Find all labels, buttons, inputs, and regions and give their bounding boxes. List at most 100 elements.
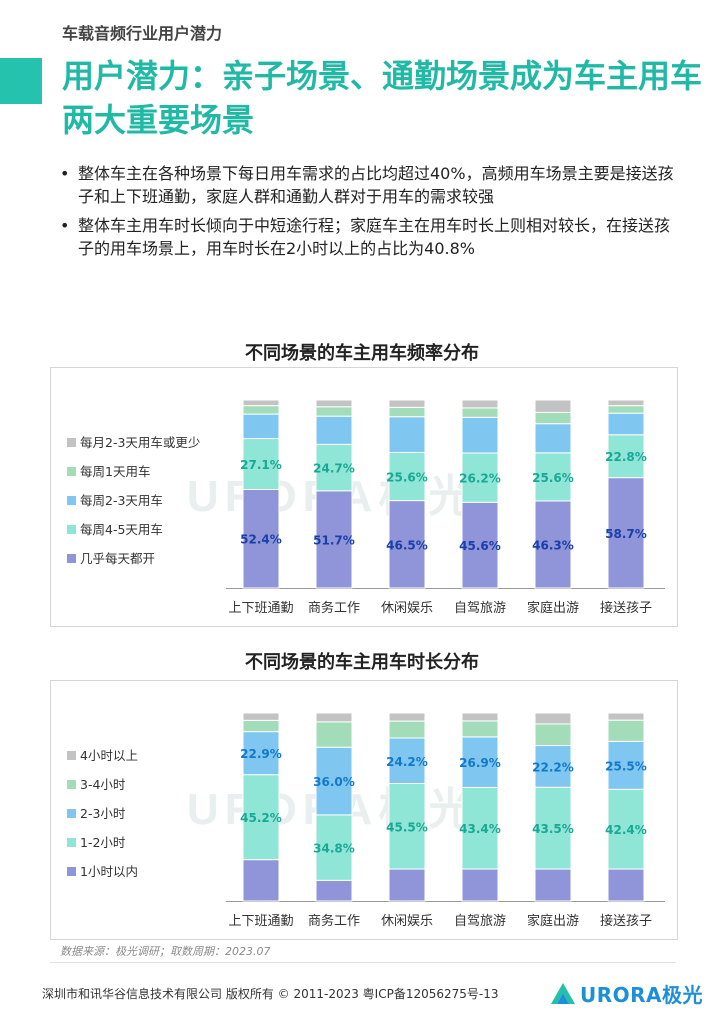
bar-segment bbox=[242, 719, 280, 733]
legend-label: 每月2-3天用车或更少 bbox=[80, 435, 200, 450]
chart-title-frequency: 不同场景的车主用车频率分布 bbox=[245, 343, 479, 364]
data-label: 46.5% bbox=[386, 538, 428, 552]
legend-label: 3-4小时 bbox=[80, 777, 126, 792]
category-label: 商务工作 bbox=[308, 600, 360, 616]
bar-segment bbox=[607, 719, 645, 742]
data-label: 43.5% bbox=[532, 822, 574, 836]
legend-swatch bbox=[67, 525, 76, 534]
bar-segment bbox=[461, 736, 499, 788]
legend-swatch bbox=[67, 751, 76, 760]
chart-duration: URORA极光4小时以上3-4小时2-3小时1-2小时1小时以内45.2%22.… bbox=[50, 680, 678, 940]
bar-segment bbox=[388, 399, 426, 408]
title-accent-bar bbox=[0, 58, 42, 104]
data-label: 26.2% bbox=[459, 472, 501, 486]
data-label: 34.8% bbox=[313, 842, 355, 856]
bar-segment bbox=[534, 411, 572, 425]
legend-label: 几乎每天都开 bbox=[80, 551, 155, 566]
bar-segment bbox=[388, 737, 426, 784]
bar-segment bbox=[607, 868, 645, 902]
data-label: 42.4% bbox=[605, 823, 647, 837]
category-label: 商务工作 bbox=[308, 913, 360, 929]
data-label: 46.3% bbox=[532, 538, 574, 552]
category-label: 接送孩子 bbox=[600, 913, 652, 929]
category-label: 家庭出游 bbox=[527, 600, 579, 616]
bar-segment bbox=[534, 723, 572, 747]
bar-segment bbox=[461, 407, 499, 418]
data-label: 26.9% bbox=[459, 756, 501, 770]
bar-segment bbox=[388, 416, 426, 453]
data-source-note: 数据来源：极光调研；取数周期：2023.07 bbox=[60, 945, 271, 958]
legend-swatch bbox=[67, 438, 76, 447]
chart-title-duration: 不同场景的车主用车时长分布 bbox=[245, 652, 479, 673]
category-label: 休闲娱乐 bbox=[381, 914, 433, 929]
footer-copyright: 深圳市和讯华谷信息技术有限公司 版权所有 © 2011-2023 粤ICP备12… bbox=[42, 987, 499, 1001]
bar-segment bbox=[388, 783, 426, 870]
data-label: 25.6% bbox=[532, 471, 574, 485]
bar-segment bbox=[242, 774, 280, 861]
legend-label: 4小时以上 bbox=[80, 748, 138, 763]
bar-segment bbox=[607, 412, 645, 436]
data-label: 45.5% bbox=[386, 820, 428, 834]
bar-segment bbox=[534, 868, 572, 902]
data-label: 36.0% bbox=[313, 775, 355, 789]
bar-segment bbox=[315, 721, 353, 748]
footer-divider bbox=[50, 962, 676, 963]
legend-label: 每周4-5天用车 bbox=[80, 522, 163, 537]
bar-segment bbox=[242, 859, 280, 902]
bar-segment bbox=[315, 399, 353, 408]
bar-segment bbox=[461, 786, 499, 870]
bar-segment bbox=[242, 399, 280, 407]
chart-frequency-svg: URORA极光每月2-3天用车或更少每周1天用车每周2-3天用车每周4-5天用车… bbox=[67, 399, 665, 616]
bar-segment bbox=[315, 415, 353, 445]
bar-segment bbox=[388, 720, 426, 739]
category-label: 家庭出游 bbox=[527, 913, 579, 929]
bar-segment bbox=[242, 712, 280, 721]
category-label: 休闲娱乐 bbox=[381, 601, 433, 616]
legend-label: 每周2-3天用车 bbox=[80, 493, 163, 508]
legend-swatch bbox=[67, 467, 76, 476]
bar-segment bbox=[607, 405, 645, 414]
bar-segment bbox=[607, 788, 645, 870]
bar-segment bbox=[242, 488, 280, 589]
bar-segment bbox=[388, 712, 426, 722]
category-label: 自驾旅游 bbox=[454, 914, 506, 929]
bar-segment bbox=[534, 423, 572, 454]
summary-bullets: 整体车主在各种场景下每日用车需求的占比均超过40%，高频用车场景主要是接送孩子和… bbox=[58, 162, 678, 266]
bar-segment bbox=[534, 399, 572, 413]
data-label: 25.5% bbox=[605, 759, 647, 773]
bar-segment bbox=[461, 416, 499, 454]
bar-segment bbox=[388, 451, 426, 502]
bar-segment bbox=[607, 712, 645, 721]
data-label: 22.8% bbox=[605, 450, 647, 464]
bar-segment bbox=[242, 413, 280, 440]
bar-segment bbox=[388, 868, 426, 902]
data-label: 58.7% bbox=[605, 527, 647, 541]
legend-swatch bbox=[67, 838, 76, 847]
category-label: 接送孩子 bbox=[600, 600, 652, 616]
bar-segment bbox=[388, 406, 426, 418]
bar-segment bbox=[461, 399, 499, 409]
brand-logo: URORA极光 bbox=[548, 980, 703, 1007]
bar-segment bbox=[534, 500, 572, 589]
data-label: 52.4% bbox=[240, 533, 282, 547]
bullet-item: 整体车主用车时长倾向于中短途行程；家庭车主在用车时长上则相对较长，在接送孩子的用… bbox=[58, 214, 678, 260]
legend-label: 每周1天用车 bbox=[80, 464, 150, 479]
legend-label: 1-2小时 bbox=[80, 835, 126, 850]
legend-label: 1小时以内 bbox=[80, 864, 138, 879]
bar-segment bbox=[461, 501, 499, 589]
bar-segment bbox=[461, 868, 499, 902]
bar-segment bbox=[315, 443, 353, 492]
page-title: 用户潜力：亲子场景、通勤场景成为车主用车两大重要场景 bbox=[62, 57, 703, 139]
data-label: 24.7% bbox=[313, 462, 355, 476]
bar-segment bbox=[242, 405, 280, 415]
data-label: 22.9% bbox=[240, 747, 282, 761]
legend-swatch bbox=[67, 780, 76, 789]
bar-segment bbox=[534, 786, 572, 870]
bar-segment bbox=[388, 500, 426, 589]
chart-duration-svg: URORA极光4小时以上3-4小时2-3小时1-2小时1小时以内45.2%22.… bbox=[67, 712, 665, 929]
bar-segment bbox=[461, 712, 499, 722]
category-label: 上下班通勤 bbox=[228, 914, 293, 929]
data-label: 45.2% bbox=[240, 811, 282, 825]
legend-label: 2-3小时 bbox=[80, 806, 126, 821]
legend-swatch bbox=[67, 554, 76, 563]
